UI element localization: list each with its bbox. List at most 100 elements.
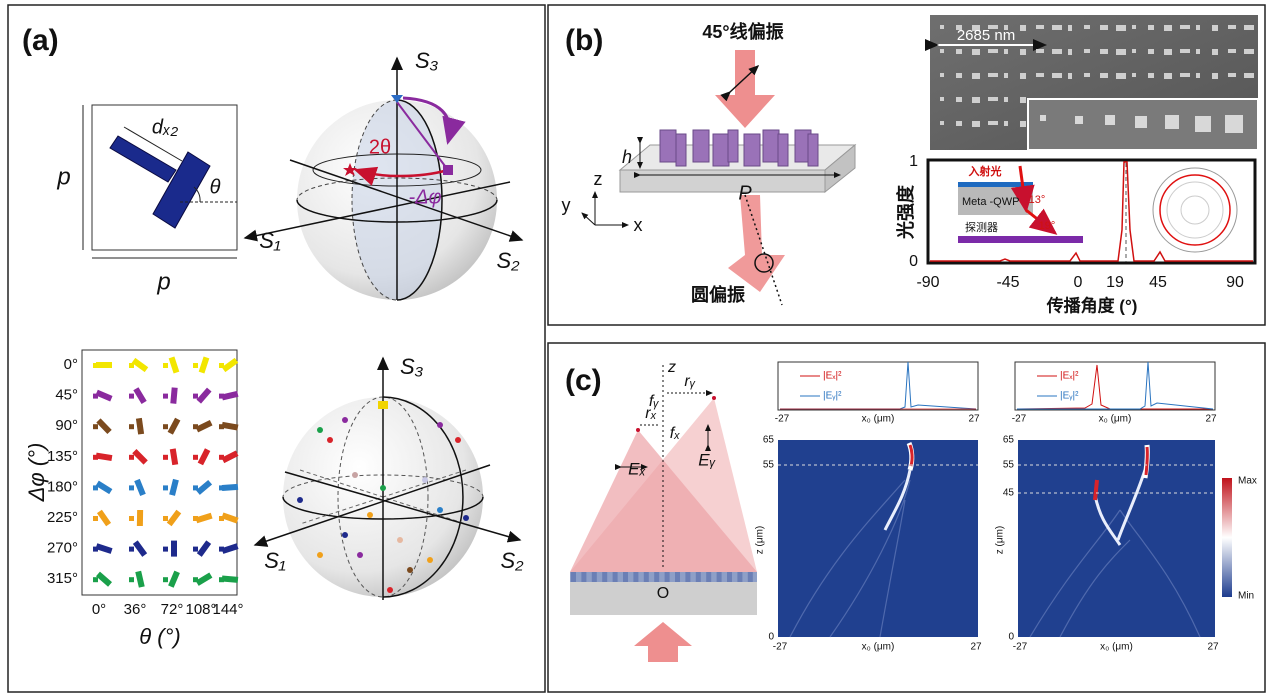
nanostructure [1004,49,1008,54]
nanostructure [1052,49,1062,54]
nanobar [219,393,224,399]
nanobar [135,570,145,588]
pixel [633,572,639,582]
x-tick-label: 0 [1074,274,1083,291]
label: S₃ [400,354,424,379]
nanostructure [1020,25,1026,31]
nanostructure [1196,49,1200,54]
nanobar [95,571,113,587]
nanobar [221,390,239,401]
label: rᵧ [684,373,695,390]
nanostructure [1212,73,1218,79]
y-tick-label: 65 [763,435,775,446]
nanostructure [1020,49,1026,55]
metasurface-schematic [581,50,857,306]
axis-title: z (μm) [995,526,1006,555]
nanobar [171,540,177,557]
nanostructure [1164,73,1172,79]
nanostructure [1148,73,1154,78]
pillar [675,133,687,167]
label: -Δφ [408,186,441,208]
x-tick-label: 27 [970,642,982,653]
nanobar [169,448,179,466]
pixel [716,572,722,582]
nanobar [95,480,113,495]
state-dot [422,477,428,483]
nanobar [221,450,239,464]
focusing-schematic [570,365,757,662]
nanobar [93,454,98,460]
nanostructure [1212,25,1218,31]
label: P [738,182,752,204]
nanobar [163,485,168,491]
label: dₓ₂ [152,116,179,138]
nanobar [219,454,224,460]
nanobar [93,516,98,521]
state-dot [367,512,373,518]
nanobar [219,546,224,552]
nanobar [166,509,182,527]
nanostructure [972,25,980,31]
nanostructure [956,73,962,78]
state-dot [455,437,461,443]
nanobar [129,516,134,521]
colorbar-label: Min [1238,591,1254,602]
row-label: 315° [47,570,78,587]
nanobar [129,485,134,491]
label: 入射光 [969,164,1002,178]
metasurface-pixels [571,572,753,582]
nanobar [93,424,98,430]
nanobar [219,363,224,368]
nanostructure [1036,25,1044,29]
state-dot [357,552,363,558]
x-tick-label: -90 [916,274,939,291]
nanobar [95,543,113,554]
angular-intensity-plot [926,158,1257,265]
state-dot [380,485,386,491]
nanostructure [1164,25,1172,31]
axis-title: x₀ (μm) [1100,642,1133,653]
nanobar [93,363,98,368]
x-tick-label: 27 [1207,642,1219,653]
nanostructure [972,49,980,55]
label: 19° [1039,220,1056,232]
panel-label: (a) [22,24,59,57]
state-dot [397,537,403,543]
nanobar [132,540,148,557]
nanostructure [1116,49,1126,55]
panel-a-frame [7,4,546,693]
y-tick-label: 0 [1008,632,1014,643]
label: S₂ [496,248,520,273]
nanobar [193,393,198,399]
y-tick-label: 65 [1003,435,1015,446]
axis-title: z (μm) [755,526,766,555]
nanobar [221,575,239,583]
nanostructure [1052,73,1062,78]
pixel [623,572,628,582]
label: θ (°) [139,624,181,649]
nanobar [193,424,198,430]
field-maps [778,440,1232,638]
pixel [643,572,649,582]
legend-entry: |Eᵧ|² [1060,391,1079,402]
legend-entry: |Eᵧ|² [823,391,842,402]
nanobar [196,540,212,557]
nanostructure [1040,115,1046,121]
nanobar [129,546,134,552]
colorbar-label: Max [1238,476,1257,487]
pillar [692,129,710,163]
x-tick-label: -27 [1012,414,1027,425]
nanobar [135,417,145,435]
row-label: 180° [47,478,78,495]
pixel [695,572,701,582]
pixel [675,572,680,582]
nanostructure [1244,49,1254,54]
pixel [706,572,712,582]
label: S₁ [259,228,281,253]
label: O [657,585,669,602]
nanobar [93,393,98,399]
nanobar [169,478,179,496]
state-dot [317,552,323,558]
pixel [571,572,576,582]
label: y [562,195,571,215]
